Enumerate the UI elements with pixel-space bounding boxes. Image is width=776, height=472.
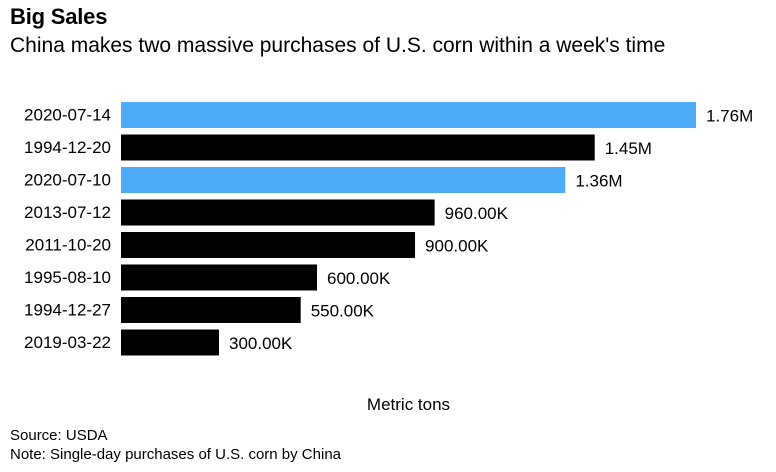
bar [121, 232, 416, 258]
category-label: 2020-07-14 [24, 106, 111, 125]
value-label: 900.00K [425, 237, 489, 256]
chart-title: Big Sales [10, 4, 108, 29]
bar [121, 199, 435, 226]
category-label: 2013-07-12 [24, 203, 111, 222]
category-label: 2019-03-22 [24, 333, 111, 352]
value-label: 960.00K [445, 204, 509, 223]
bar [121, 264, 318, 291]
value-label: 550.00K [311, 302, 375, 321]
category-label: 2011-10-20 [25, 236, 111, 255]
source-note: Source: USDA [10, 427, 108, 444]
category-label: 2020-07-10 [24, 171, 111, 190]
bar [121, 167, 566, 193]
bar-chart: 2020-07-14 1.76M 1994-12-20 1.45M 2020-07-10… [24, 102, 753, 356]
bar [121, 134, 595, 161]
value-label: 1.45M [605, 139, 652, 158]
value-label: 300.00K [229, 334, 293, 353]
value-label: 1.36M [575, 172, 622, 191]
bar [121, 297, 301, 323]
value-label: 1.76M [706, 107, 753, 126]
category-label: 1994-12-20 [24, 138, 111, 157]
category-label: 1995-08-10 [24, 268, 111, 287]
bar [121, 102, 696, 128]
bar [121, 329, 220, 356]
footnote: Note: Single-day purchases of U.S. corn … [10, 446, 342, 463]
x-axis-title: Metric tons [366, 395, 451, 414]
category-label: 1994-12-27 [24, 301, 111, 320]
value-label: 600.00K [327, 269, 391, 288]
chart-subtitle: China makes two massive purchases of U.S… [10, 34, 666, 57]
